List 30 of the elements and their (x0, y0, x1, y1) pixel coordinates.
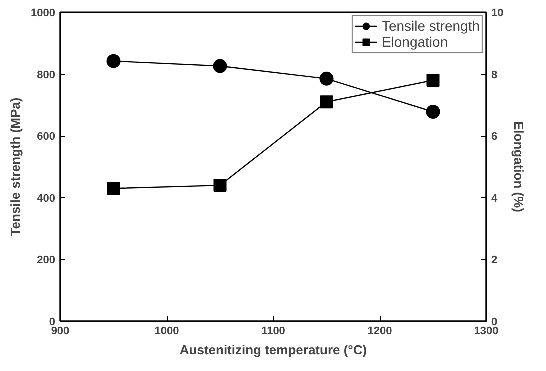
point (426, 74, 440, 87)
y-tick-label: 800 (37, 69, 56, 82)
point (106, 54, 121, 68)
y-tick-label: 600 (37, 131, 56, 144)
point (320, 96, 334, 109)
y2-axis-title: Elongation (%) (512, 122, 527, 213)
point (107, 182, 120, 196)
y2-tick-label: 10 (492, 8, 504, 20)
y-tick-label: 0 (49, 316, 56, 328)
x-tick-label: 1000 (154, 326, 180, 338)
x-tick-label: 1200 (368, 326, 392, 338)
x-tick-label: 900 (51, 326, 70, 338)
y2-tick-label: 6 (492, 131, 498, 144)
y-tick-label: 200 (37, 254, 56, 267)
y2-tick-label: 0 (492, 316, 498, 328)
x-tick-label: 1100 (262, 326, 286, 338)
y2-tick-label: 2 (492, 254, 498, 267)
point (214, 179, 227, 192)
point (213, 59, 228, 74)
point (426, 105, 440, 119)
y-tick-label: 1000 (31, 8, 56, 20)
x-tick-label: 1300 (474, 326, 499, 338)
point (320, 72, 334, 86)
y2-tick-label: 4 (492, 192, 498, 205)
y-tick-label: 400 (37, 192, 56, 205)
y-axis-title: Tensile strength (MPa) (8, 98, 24, 236)
legend-label: Elongation (382, 34, 448, 50)
legend-label: Tensile strength (382, 18, 480, 34)
x-axis-title: Austenitizing temperature (°C) (180, 342, 368, 358)
y2-tick-label: 8 (492, 69, 498, 82)
